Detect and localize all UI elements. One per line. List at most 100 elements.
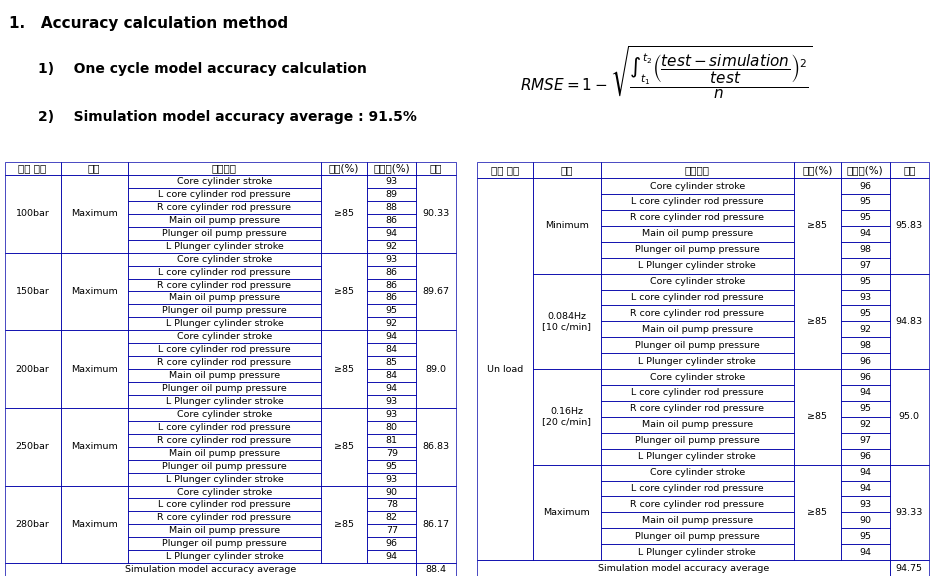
Bar [60, 486, 127, 563]
Text: 94: 94 [385, 552, 397, 561]
Text: 2)    Simulation model accuracy average : 91.5%: 2) Simulation model accuracy average : 9… [38, 110, 416, 124]
Bar [60, 162, 127, 175]
Bar [415, 330, 455, 408]
Text: ≥85: ≥85 [334, 210, 354, 218]
Bar [840, 512, 888, 529]
Bar [793, 369, 840, 464]
Bar [600, 449, 793, 464]
Bar [367, 550, 415, 563]
Bar [840, 401, 888, 417]
Text: L Plunger cylinder stroke: L Plunger cylinder stroke [638, 357, 755, 366]
Bar [840, 258, 888, 274]
Bar [600, 481, 793, 497]
Text: R core cylinder rod pressure: R core cylinder rod pressure [630, 404, 764, 413]
Text: 정확도(%): 정확도(%) [373, 164, 410, 174]
Bar [127, 486, 321, 499]
Bar [127, 214, 321, 227]
Text: 86: 86 [385, 216, 397, 225]
Bar [888, 274, 928, 369]
Text: L core cylinder rod pressure: L core cylinder rod pressure [158, 267, 291, 277]
Bar [367, 434, 415, 447]
Text: L Plunger cylinder stroke: L Plunger cylinder stroke [638, 261, 755, 270]
Text: ≥85: ≥85 [334, 287, 354, 296]
Text: 부하 조건: 부하 조건 [491, 165, 519, 175]
Bar [127, 525, 321, 537]
Text: 85: 85 [385, 358, 397, 367]
Bar [600, 258, 793, 274]
Bar [367, 317, 415, 330]
Text: L Plunger cylinder stroke: L Plunger cylinder stroke [165, 320, 283, 328]
Text: 94: 94 [858, 229, 870, 239]
Text: 250bar: 250bar [16, 442, 49, 451]
Text: 93: 93 [858, 500, 870, 509]
Bar [127, 162, 321, 175]
Text: R core cylinder rod pressure: R core cylinder rod pressure [158, 203, 291, 212]
Bar [367, 408, 415, 421]
Text: R core cylinder rod pressure: R core cylinder rod pressure [158, 514, 291, 522]
Bar [840, 353, 888, 369]
Text: 93.33: 93.33 [895, 508, 922, 517]
Bar [5, 408, 60, 486]
Bar [600, 401, 793, 417]
Bar [321, 486, 367, 563]
Bar [367, 369, 415, 382]
Bar [5, 162, 60, 175]
Text: 93: 93 [385, 475, 397, 483]
Text: 95.0: 95.0 [898, 412, 919, 422]
Bar [367, 499, 415, 511]
Text: Core cylinder stroke: Core cylinder stroke [649, 277, 744, 286]
Bar [840, 210, 888, 226]
Bar [415, 563, 455, 576]
Bar [600, 274, 793, 290]
Text: 95: 95 [858, 213, 870, 222]
Text: L core cylinder rod pressure: L core cylinder rod pressure [158, 500, 291, 510]
Text: 95: 95 [858, 532, 870, 541]
Text: 95: 95 [858, 404, 870, 413]
Text: 92: 92 [858, 420, 870, 430]
Bar [840, 449, 888, 464]
Text: Plunger oil pump pressure: Plunger oil pump pressure [634, 245, 759, 254]
Bar [127, 550, 321, 563]
Text: 94.75: 94.75 [895, 563, 922, 573]
Bar [127, 499, 321, 511]
Bar [367, 486, 415, 499]
Text: Maximum: Maximum [71, 365, 117, 373]
Bar [600, 529, 793, 544]
Bar [127, 330, 321, 343]
Bar [600, 290, 793, 306]
Bar [367, 188, 415, 201]
Text: Plunger oil pump pressure: Plunger oil pump pressure [161, 461, 286, 471]
Bar [367, 395, 415, 408]
Text: Un load: Un load [486, 365, 523, 373]
Bar [600, 369, 793, 385]
Bar [840, 544, 888, 560]
Text: 96: 96 [858, 372, 870, 382]
Bar [600, 465, 793, 481]
Text: L Plunger cylinder stroke: L Plunger cylinder stroke [165, 397, 283, 406]
Text: 84: 84 [385, 371, 397, 380]
Text: 목표(%): 목표(%) [329, 164, 359, 174]
Text: 타수: 타수 [560, 165, 573, 175]
Text: Maximum: Maximum [71, 520, 117, 529]
Text: 97: 97 [858, 436, 870, 445]
Bar [127, 511, 321, 525]
Text: Minimum: Minimum [545, 221, 588, 230]
Text: 부하 조건: 부하 조건 [19, 164, 46, 174]
Bar [127, 266, 321, 278]
Text: 평균: 평균 [430, 164, 442, 174]
Text: 98: 98 [858, 245, 870, 254]
Text: Plunger oil pump pressure: Plunger oil pump pressure [161, 384, 286, 393]
Bar [127, 356, 321, 369]
Bar [127, 240, 321, 252]
Bar [840, 226, 888, 242]
Bar [367, 214, 415, 227]
Text: 90: 90 [385, 488, 397, 497]
Bar [127, 201, 321, 214]
Bar [127, 408, 321, 421]
Text: R core cylinder rod pressure: R core cylinder rod pressure [158, 436, 291, 445]
Text: R core cylinder rod pressure: R core cylinder rod pressure [158, 358, 291, 367]
Bar [367, 266, 415, 278]
Text: 93: 93 [858, 293, 870, 302]
Text: R core cylinder rod pressure: R core cylinder rod pressure [630, 500, 764, 509]
Text: 95: 95 [385, 461, 397, 471]
